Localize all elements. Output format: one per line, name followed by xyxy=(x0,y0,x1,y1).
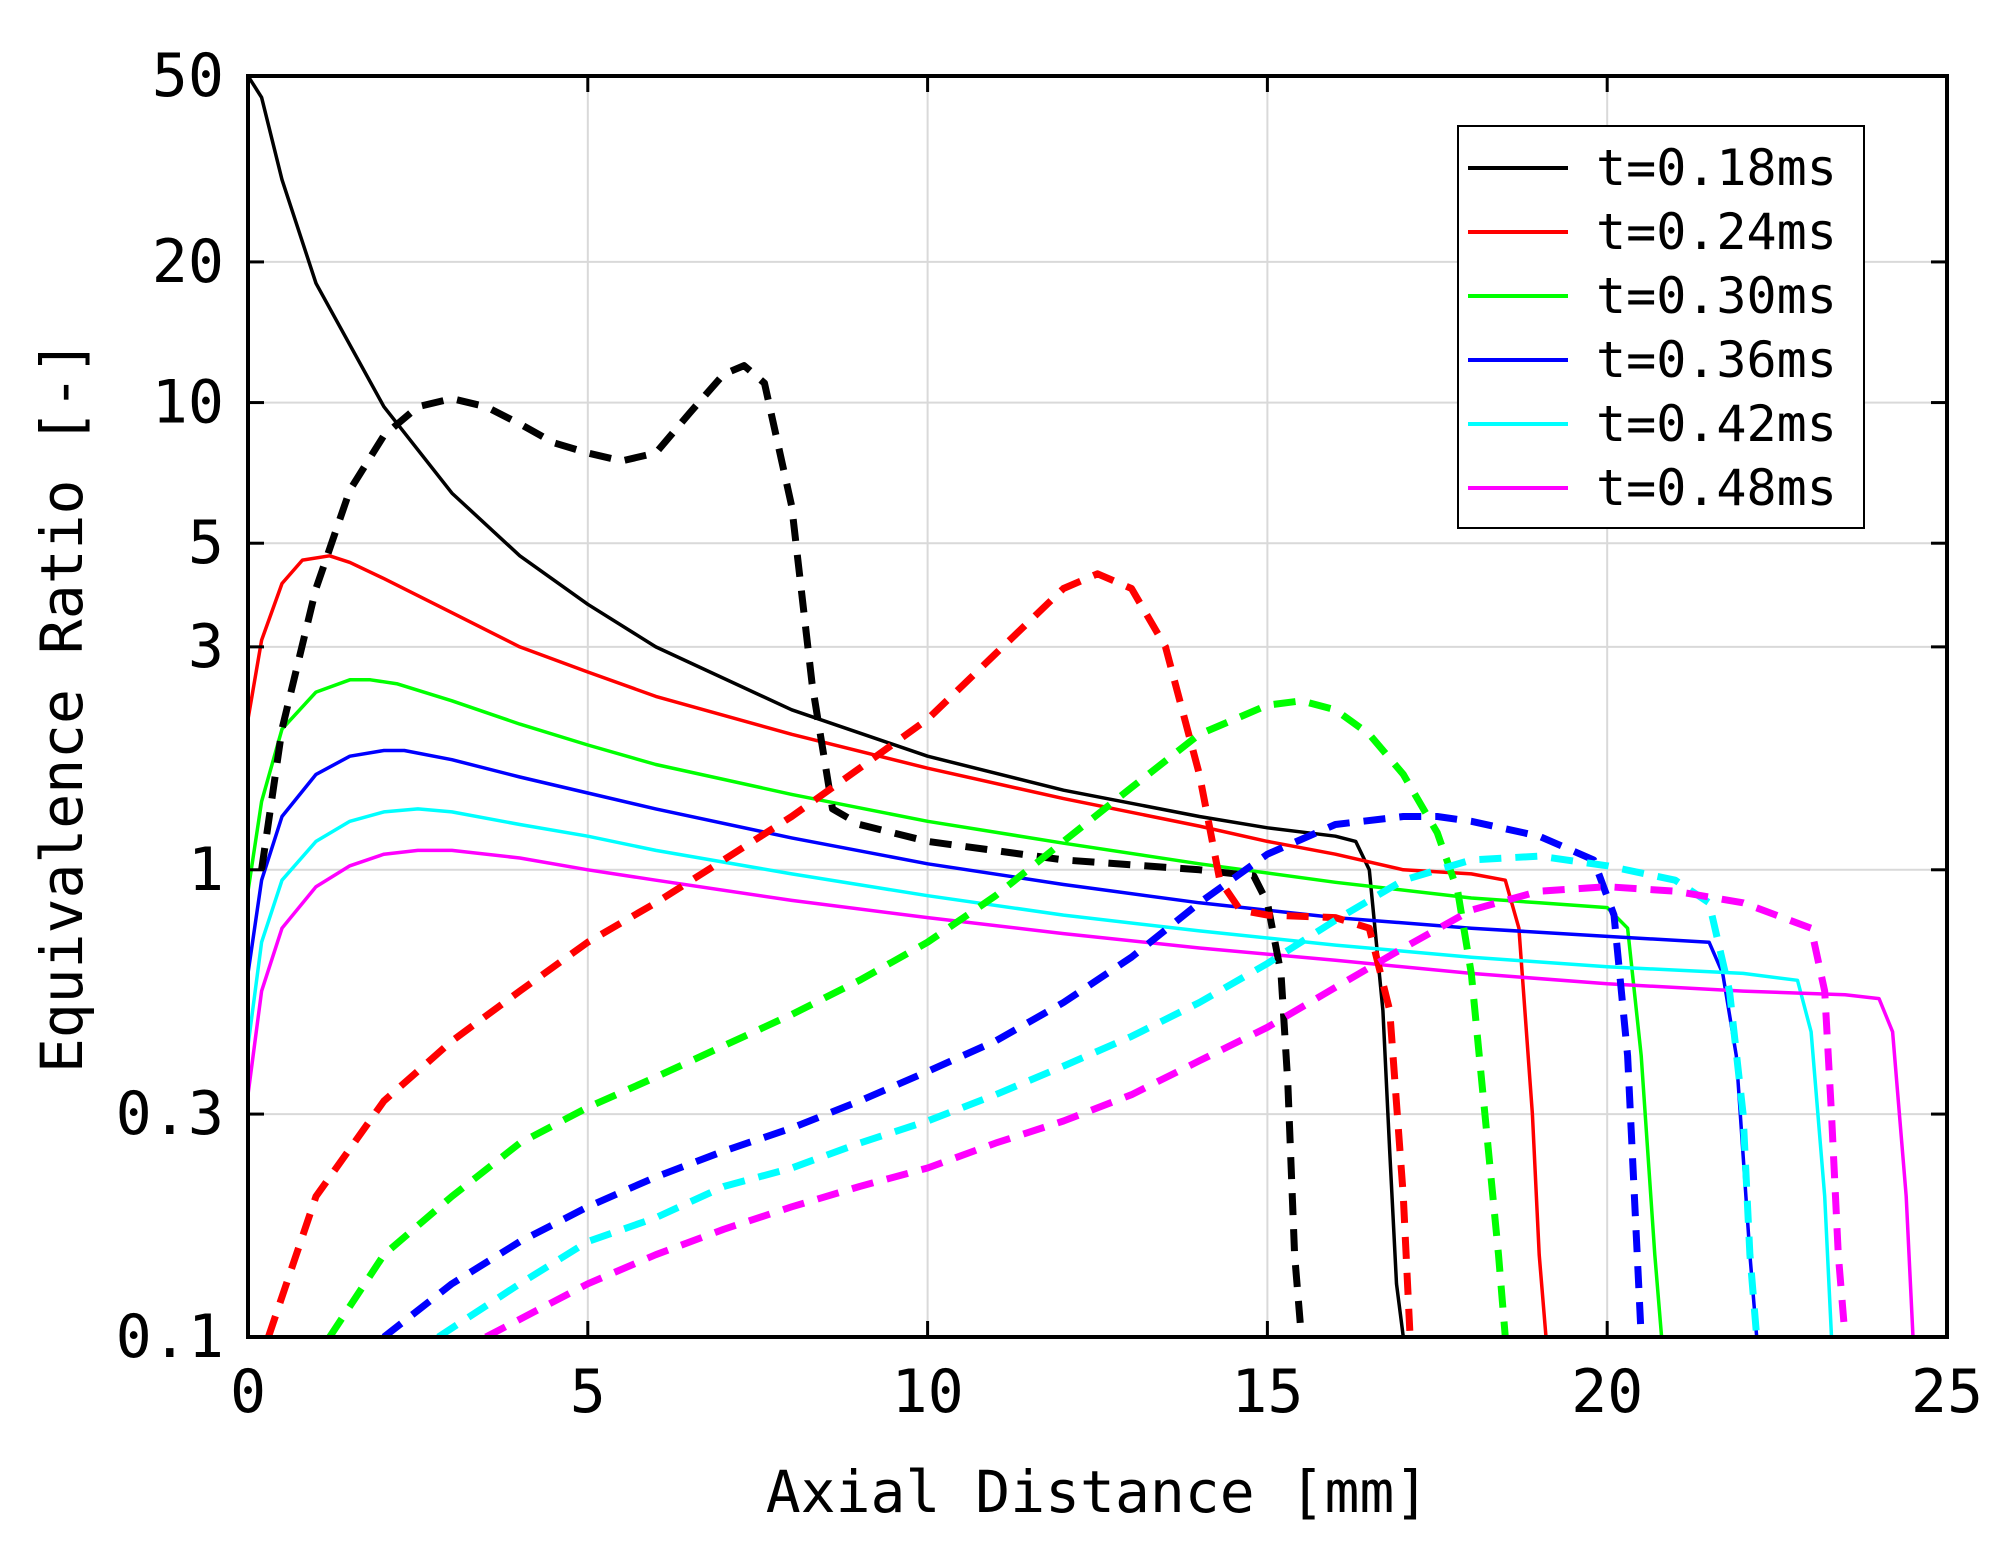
x-tick-label: 10 xyxy=(891,1357,963,1427)
y-tick-label: 10 xyxy=(152,368,224,438)
series-line-dashed-11 xyxy=(484,883,1849,1337)
x-tick-label: 25 xyxy=(1911,1357,1983,1427)
series-line-4 xyxy=(248,807,1834,1337)
y-tick-label: 3 xyxy=(188,612,224,682)
legend-label: t=0.24ms xyxy=(1596,203,1837,261)
series-line-dashed-7 xyxy=(265,570,1414,1337)
series-line-5 xyxy=(248,848,1915,1337)
series-line-dashed-9 xyxy=(381,813,1645,1337)
ticks xyxy=(246,74,1949,1339)
legend-label: t=0.18ms xyxy=(1596,139,1837,197)
series-line-dashed-8 xyxy=(326,697,1509,1337)
tick-labels: 0 5 10 15 20 25 0.1 0.3 1 3 5 10 20 50 xyxy=(116,41,1984,1427)
y-tick-label: 50 xyxy=(152,41,224,111)
x-tick-label: 20 xyxy=(1571,1357,1643,1427)
x-tick-label: 0 xyxy=(230,1357,266,1427)
legend-box xyxy=(1457,125,1865,529)
x-axis-title: Axial Distance [mm] xyxy=(766,1458,1429,1526)
legend-label: t=0.42ms xyxy=(1596,395,1837,453)
y-tick-label: 20 xyxy=(152,227,224,297)
x-tick-label: 5 xyxy=(570,1357,606,1427)
legend-label: t=0.30ms xyxy=(1596,267,1837,325)
x-tick-label: 15 xyxy=(1231,1357,1303,1427)
series-line-dashed-10 xyxy=(436,852,1761,1337)
y-axis-title: Equivalence Ratio [-] xyxy=(28,340,96,1073)
plot-frame xyxy=(246,74,1949,1339)
y-tick-label: 0.1 xyxy=(116,1302,224,1372)
y-tick-label: 5 xyxy=(188,508,224,578)
y-tick-label: 0.3 xyxy=(116,1079,224,1149)
series-line-1 xyxy=(248,554,1548,1337)
curves xyxy=(248,76,1915,1337)
y-tick-label: 1 xyxy=(188,835,224,905)
series-line-3 xyxy=(248,748,1759,1337)
legend-label: t=0.48ms xyxy=(1596,459,1837,517)
legend-label: t=0.36ms xyxy=(1596,331,1837,389)
legend: t=0.18ms t=0.24ms t=0.30ms t=0.36ms t=0.42ms… xyxy=(1457,125,1865,529)
series-line-dashed-6 xyxy=(258,362,1305,1337)
